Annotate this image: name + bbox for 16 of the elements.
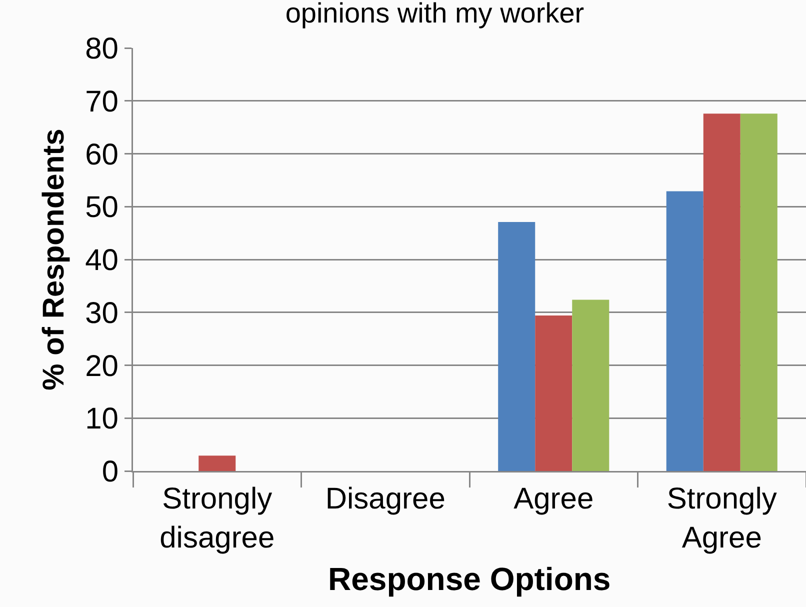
x-tick-label: Agree [514, 482, 594, 516]
y-tick-label: 70 [85, 85, 118, 118]
y-tick-label: 0 [102, 456, 118, 488]
x-axis-title: Response Options [328, 561, 611, 597]
y-tick-label: 80 [85, 32, 118, 66]
y-tick-label: 20 [85, 350, 118, 383]
x-tick-label: Strongly Agree [666, 482, 777, 554]
y-tick-label: 60 [85, 138, 118, 172]
y-tick-label: 10 [85, 402, 118, 436]
x-tick-label: Disagree [325, 482, 446, 516]
y-axis-title: % of Respondents [37, 128, 70, 390]
x-tick-label: Strongly disagree [160, 482, 275, 554]
chart-title: opinions with my worker [285, 0, 584, 29]
y-tick-label: 40 [85, 244, 118, 277]
y-tick-label: 50 [85, 191, 118, 224]
y-tick-label: 30 [85, 296, 118, 330]
